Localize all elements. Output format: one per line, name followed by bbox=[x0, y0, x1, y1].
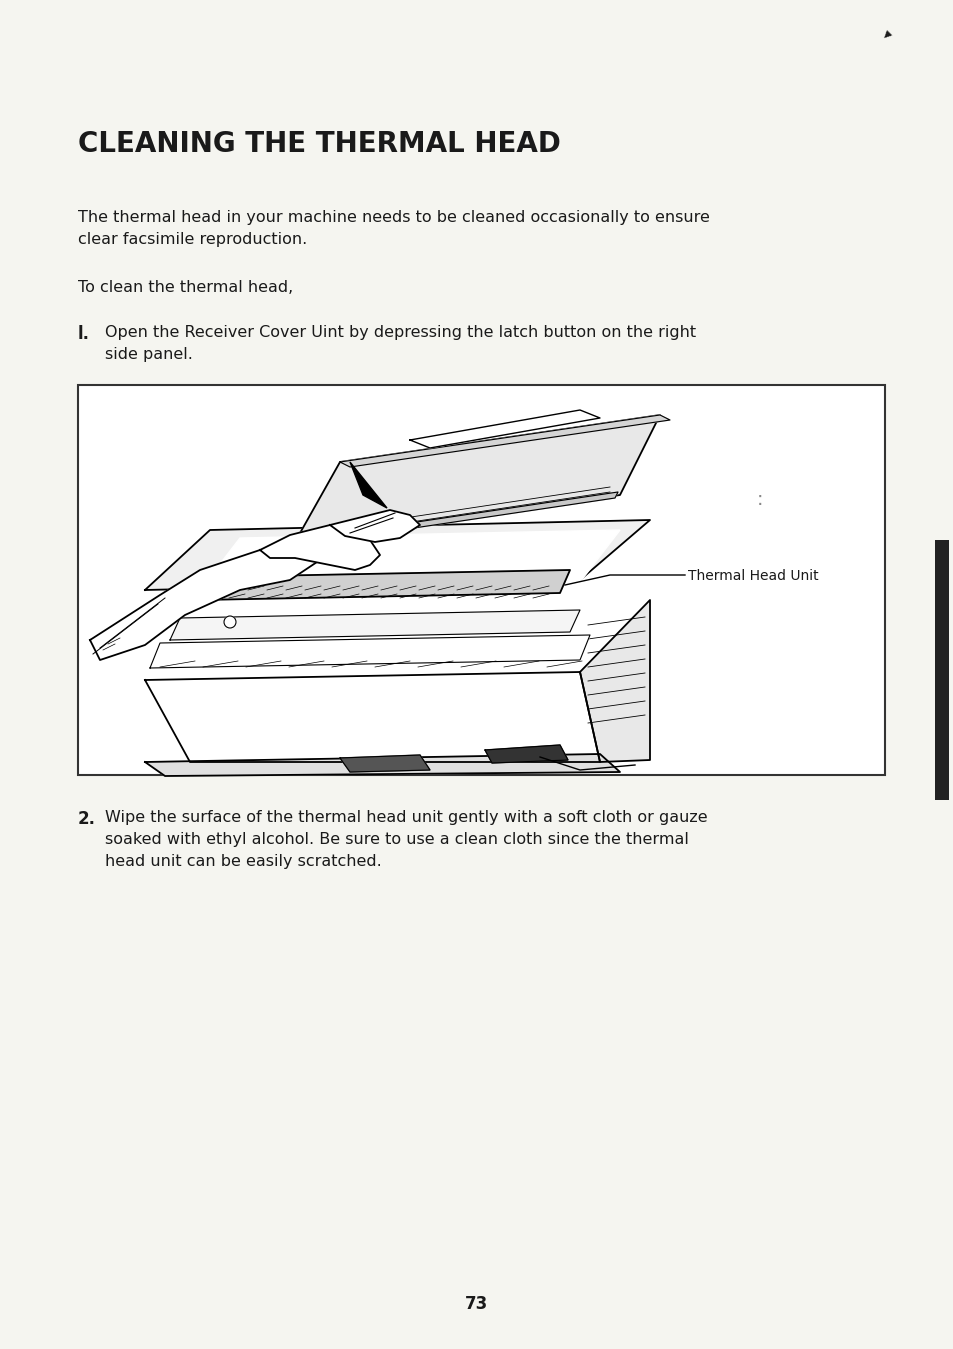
Polygon shape bbox=[200, 571, 569, 600]
Circle shape bbox=[224, 616, 235, 629]
Polygon shape bbox=[339, 755, 430, 772]
Bar bbox=[78, 384, 884, 774]
Text: Open the Receiver Cover Uint by depressing the latch button on the right: Open the Receiver Cover Uint by depressi… bbox=[105, 325, 696, 340]
Polygon shape bbox=[150, 635, 589, 668]
Polygon shape bbox=[145, 672, 599, 762]
Polygon shape bbox=[484, 745, 567, 764]
Polygon shape bbox=[294, 415, 659, 542]
Polygon shape bbox=[200, 530, 619, 590]
Polygon shape bbox=[330, 510, 419, 542]
Polygon shape bbox=[350, 461, 387, 509]
Text: 73: 73 bbox=[465, 1295, 488, 1313]
Text: Wipe the surface of the thermal head unit gently with a soft cloth or gauze: Wipe the surface of the thermal head uni… bbox=[105, 809, 707, 826]
Text: 2.: 2. bbox=[78, 809, 96, 828]
Text: CLEANING THE THERMAL HEAD: CLEANING THE THERMAL HEAD bbox=[78, 130, 560, 158]
Text: clear facsimile reproduction.: clear facsimile reproduction. bbox=[78, 232, 307, 247]
Polygon shape bbox=[339, 415, 669, 467]
Text: To clean the thermal head,: To clean the thermal head, bbox=[78, 281, 293, 295]
Text: Latch Button: Latch Button bbox=[455, 759, 544, 774]
Text: Thermal Head Unit: Thermal Head Unit bbox=[687, 569, 818, 583]
Text: soaked with ethyl alcohol. Be sure to use a clean cloth since the thermal: soaked with ethyl alcohol. Be sure to us… bbox=[105, 832, 688, 847]
Polygon shape bbox=[299, 492, 618, 545]
Text: l.: l. bbox=[78, 325, 90, 343]
Text: The thermal head in your machine needs to be cleaned occasionally to ensure: The thermal head in your machine needs t… bbox=[78, 210, 709, 225]
Polygon shape bbox=[170, 610, 579, 639]
Polygon shape bbox=[145, 519, 649, 590]
Text: side panel.: side panel. bbox=[105, 347, 193, 362]
Polygon shape bbox=[410, 410, 599, 448]
Text: :: : bbox=[756, 490, 762, 509]
Polygon shape bbox=[145, 754, 619, 776]
Bar bbox=[934, 540, 948, 800]
Text: head unit can be easily scratched.: head unit can be easily scratched. bbox=[105, 854, 381, 869]
Polygon shape bbox=[579, 600, 649, 762]
Text: ▼: ▼ bbox=[879, 28, 891, 40]
Polygon shape bbox=[260, 525, 379, 571]
Polygon shape bbox=[90, 545, 319, 660]
